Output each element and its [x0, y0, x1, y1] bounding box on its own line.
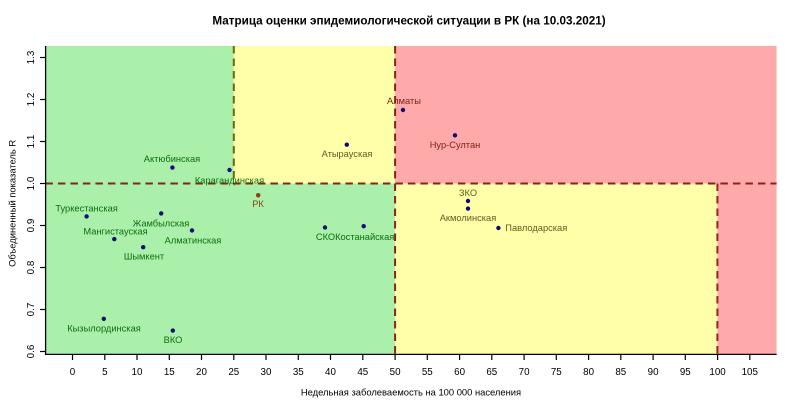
svg-text:Костанайская: Костанайская	[335, 232, 394, 242]
svg-text:20: 20	[196, 367, 207, 378]
svg-text:Нур-Султан: Нур-Султан	[430, 140, 481, 150]
svg-text:РК: РК	[252, 199, 264, 209]
svg-text:40: 40	[325, 367, 336, 378]
svg-text:Акмолинская: Акмолинская	[440, 213, 497, 223]
svg-text:25: 25	[228, 367, 239, 378]
svg-text:Недельная заболеваемость на 10: Недельная заболеваемость на 100 000 насе…	[301, 387, 521, 398]
svg-text:1.0: 1.0	[26, 176, 37, 190]
svg-text:30: 30	[261, 367, 272, 378]
svg-text:0.7: 0.7	[26, 303, 37, 317]
svg-text:45: 45	[357, 367, 368, 378]
svg-text:0.8: 0.8	[26, 260, 37, 274]
svg-text:70: 70	[519, 367, 530, 378]
svg-text:65: 65	[486, 367, 497, 378]
svg-text:Актюбинская: Актюбинская	[144, 154, 200, 164]
svg-text:0.6: 0.6	[26, 344, 37, 358]
svg-text:Шымкент: Шымкент	[124, 252, 165, 262]
svg-text:60: 60	[454, 367, 465, 378]
svg-text:Туркестанская: Туркестанская	[55, 203, 117, 213]
svg-text:50: 50	[390, 367, 401, 378]
svg-text:5: 5	[102, 367, 108, 378]
svg-text:Алматы: Алматы	[387, 96, 421, 106]
svg-text:0.9: 0.9	[26, 219, 37, 233]
svg-text:Павлодарская: Павлодарская	[505, 223, 567, 233]
svg-text:Мангистауская: Мангистауская	[83, 227, 147, 237]
svg-text:85: 85	[615, 367, 626, 378]
svg-text:95: 95	[680, 367, 691, 378]
svg-text:Карагандинская: Карагандинская	[195, 176, 264, 186]
svg-text:0: 0	[70, 367, 76, 378]
svg-text:Кызылординская: Кызылординская	[67, 323, 141, 333]
svg-text:75: 75	[551, 367, 562, 378]
svg-text:105: 105	[742, 367, 759, 378]
svg-text:55: 55	[422, 367, 433, 378]
svg-text:Атырауская: Атырауская	[322, 149, 373, 159]
svg-text:Жамбылская: Жамбылская	[133, 219, 190, 229]
svg-text:Алматинская: Алматинская	[165, 236, 222, 246]
svg-text:1.2: 1.2	[26, 93, 37, 107]
svg-text:Матрица оценки эпидемиологичес: Матрица оценки эпидемиологической ситуац…	[212, 15, 605, 28]
svg-text:80: 80	[583, 367, 594, 378]
svg-text:1.1: 1.1	[26, 135, 37, 149]
svg-text:СКО: СКО	[316, 232, 335, 242]
svg-text:ЗКО: ЗКО	[459, 188, 477, 198]
svg-text:10: 10	[132, 367, 143, 378]
svg-text:ВКО: ВКО	[164, 335, 183, 345]
svg-text:100: 100	[709, 367, 726, 378]
svg-text:Объединенный показатель R: Объединенный показатель R	[7, 140, 18, 267]
svg-text:35: 35	[293, 367, 304, 378]
svg-text:1.3: 1.3	[26, 50, 37, 64]
svg-text:90: 90	[648, 367, 659, 378]
svg-text:15: 15	[164, 367, 175, 378]
